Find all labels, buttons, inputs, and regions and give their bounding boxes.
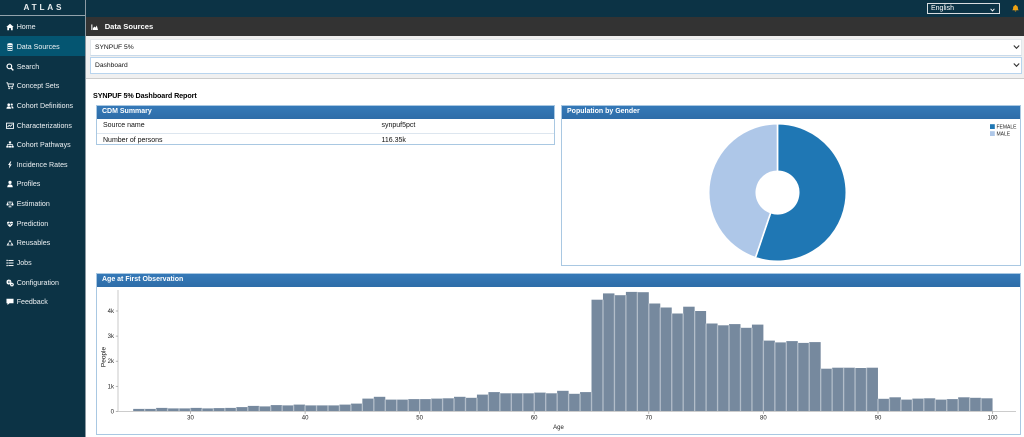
svg-text:Age: Age <box>553 425 564 431</box>
svg-text:0: 0 <box>111 409 115 415</box>
svg-text:50: 50 <box>416 415 423 421</box>
svg-text:1k: 1k <box>108 384 115 390</box>
svg-text:MALE: MALE <box>997 132 1011 138</box>
svg-text:People: People <box>101 347 108 368</box>
svg-text:2k: 2k <box>108 359 115 365</box>
svg-text:4k: 4k <box>108 309 115 315</box>
svg-text:FEMALE: FEMALE <box>997 125 1018 131</box>
svg-text:30: 30 <box>187 415 194 421</box>
svg-text:90: 90 <box>875 415 882 421</box>
svg-text:40: 40 <box>302 415 309 421</box>
svg-text:70: 70 <box>645 415 652 421</box>
svg-text:60: 60 <box>531 415 538 421</box>
svg-text:80: 80 <box>760 415 767 421</box>
svg-text:100: 100 <box>987 415 998 421</box>
svg-text:3k: 3k <box>108 334 115 340</box>
